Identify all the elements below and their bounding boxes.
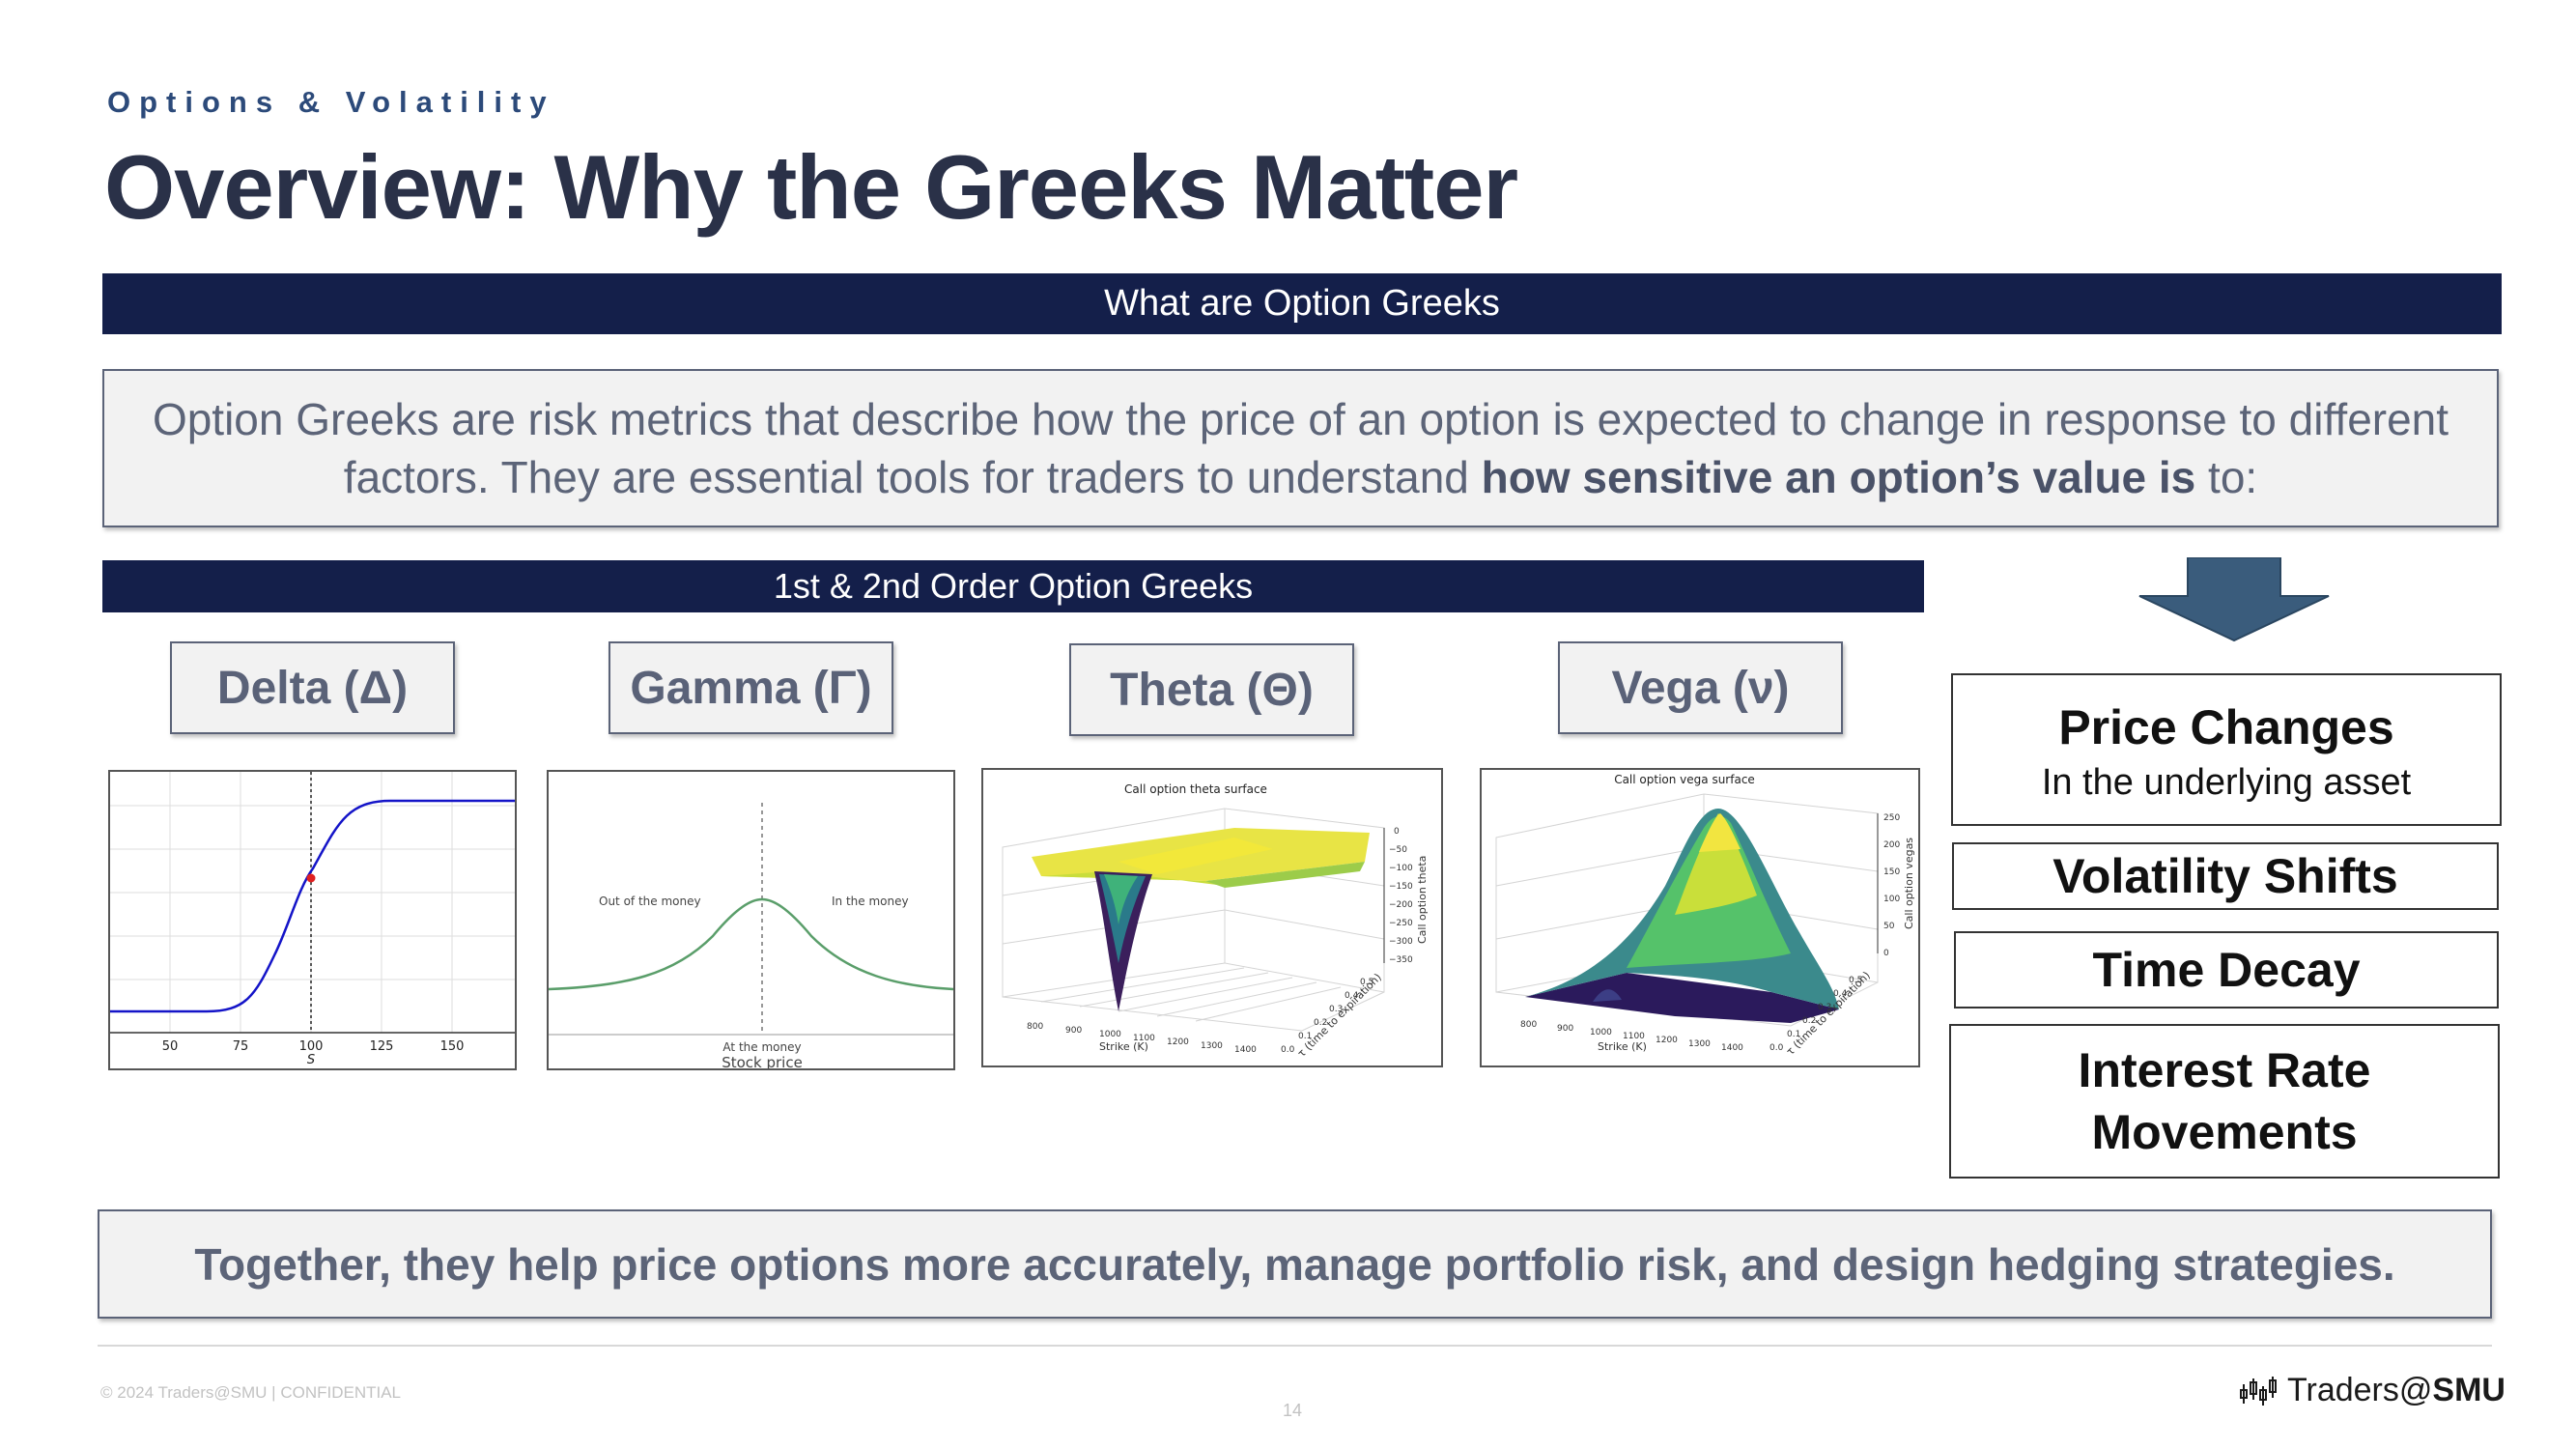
theta-z-tick: −250 xyxy=(1389,919,1413,928)
brand-logo: Traders@ SMU xyxy=(2239,1372,2505,1409)
greek-label-delta: Delta (Δ) xyxy=(170,641,455,734)
theta-z-tick: −50 xyxy=(1389,845,1407,855)
vega-x-tick: 1100 xyxy=(1623,1032,1645,1041)
vega-z-tick: 200 xyxy=(1883,840,1900,850)
theta-z-tick: −150 xyxy=(1389,882,1413,892)
vega-y-tick: 0.3 xyxy=(1818,1003,1831,1012)
vega-z-tick: 150 xyxy=(1883,867,1900,877)
theta-x-tick: 1100 xyxy=(1133,1034,1155,1043)
footer-divider xyxy=(98,1345,2492,1347)
theta-y-tick: 0.5 xyxy=(1360,978,1373,987)
intro-text: Option Greeks are risk metrics that desc… xyxy=(152,394,2449,502)
brand-bold: SMU xyxy=(2432,1372,2505,1408)
delta-curve xyxy=(110,799,515,1013)
vega-x-tick: 800 xyxy=(1520,1020,1537,1030)
delta-point xyxy=(306,873,316,883)
vega-x-tick: 1000 xyxy=(1590,1028,1612,1037)
theta-x-tick: 1000 xyxy=(1099,1030,1121,1039)
theta-y-tick: 0.0 xyxy=(1281,1045,1295,1055)
vega-z-tick: 250 xyxy=(1883,813,1900,823)
vega-x-tick: 1400 xyxy=(1721,1043,1743,1053)
theta-y-tick: 0.2 xyxy=(1314,1018,1327,1028)
theta-y-tick: 0.4 xyxy=(1345,991,1359,1001)
impact-subtitle: In the underlying asset xyxy=(2041,761,2412,803)
theta-z-tick: 0 xyxy=(1394,827,1400,837)
gamma-itm-label: In the money xyxy=(832,895,909,908)
delta-chart: 50 75 100 125 150 S xyxy=(108,770,517,1070)
vega-x-tick: 1200 xyxy=(1656,1036,1678,1045)
vega-y-tick: 0.5 xyxy=(1849,976,1862,985)
theta-x-tick: 900 xyxy=(1065,1026,1082,1036)
page-title: Overview: Why the Greeks Matter xyxy=(104,136,1518,238)
theta-z-tick: −200 xyxy=(1389,900,1413,910)
page-number: 14 xyxy=(1283,1401,1303,1420)
vega-x-tick: 1300 xyxy=(1688,1039,1711,1049)
impact-title: Time Decay xyxy=(2092,943,2361,997)
vega-y-tick: 0.2 xyxy=(1802,1016,1816,1026)
impact-title: Price Changes xyxy=(2058,699,2394,754)
theta-z-tick: −350 xyxy=(1389,955,1413,965)
gamma-x-label: Stock price xyxy=(722,1054,803,1068)
gamma-otm-label: Out of the money xyxy=(599,895,701,908)
brand-prefix: Traders@ xyxy=(2287,1372,2433,1408)
vega-y-tick: 0.4 xyxy=(1833,989,1848,999)
theta-x-tick: 800 xyxy=(1027,1022,1043,1032)
impact-price-changes: Price Changes In the underlying asset xyxy=(1951,673,2502,826)
theta-z-label: Call option theta xyxy=(1416,856,1429,944)
theta-x-tick: 1200 xyxy=(1167,1037,1189,1047)
theta-chart: Call option theta surface 0 xyxy=(981,768,1443,1067)
greek-label-theta: Theta (Θ) xyxy=(1069,643,1354,736)
down-arrow-icon xyxy=(2137,556,2331,642)
gamma-atm-label: At the money xyxy=(722,1040,801,1054)
theta-y-tick: 0.1 xyxy=(1298,1032,1312,1041)
delta-x-tick: 125 xyxy=(370,1039,394,1054)
vega-z-label: Call option vegas xyxy=(1903,838,1915,929)
theta-z-tick: −100 xyxy=(1389,864,1413,873)
vega-z-tick: 50 xyxy=(1883,922,1895,931)
impact-volatility-shifts: Volatility Shifts xyxy=(1952,842,2499,910)
vega-chart-title: Call option vega surface xyxy=(1614,773,1755,786)
greek-label-vega: Vega (ν) xyxy=(1558,641,1843,734)
greeks-bar: 1st & 2nd Order Option Greeks xyxy=(102,560,1924,612)
candlestick-icon xyxy=(2240,1376,2277,1406)
summary-box: Together, they help price options more a… xyxy=(98,1209,2492,1319)
section-bar: What are Option Greeks xyxy=(102,273,2502,334)
greek-label-gamma: Gamma (Γ) xyxy=(609,641,893,734)
gamma-curve xyxy=(549,897,953,991)
theta-x-label: Strike (K) xyxy=(1099,1040,1148,1053)
theta-chart-title: Call option theta surface xyxy=(1124,782,1267,796)
gamma-chart: Out of the money In the money At the mon… xyxy=(547,770,955,1070)
theta-x-tick: 1400 xyxy=(1234,1045,1257,1055)
vega-y-tick: 0.1 xyxy=(1787,1030,1800,1039)
impact-title: Volatility Shifts xyxy=(2052,849,2398,903)
vega-z-tick: 100 xyxy=(1883,895,1900,904)
intro-emphasis: how sensitive an option’s value is xyxy=(1481,452,2196,502)
theta-x-tick: 1300 xyxy=(1201,1041,1223,1051)
impact-title: Interest Rate Movements xyxy=(2078,1043,2371,1159)
delta-x-label: S xyxy=(307,1053,315,1067)
intro-box: Option Greeks are risk metrics that desc… xyxy=(102,369,2499,527)
footer-copyright: © 2024 Traders@SMU | CONFIDENTIAL xyxy=(100,1383,401,1402)
vega-x-tick: 900 xyxy=(1557,1024,1573,1034)
delta-x-tick: 75 xyxy=(233,1039,249,1054)
impact-time-decay: Time Decay xyxy=(1954,931,2499,1009)
vega-chart: Call option vega surface 250 200 150 100… xyxy=(1480,768,1920,1067)
theta-y-tick: 0.3 xyxy=(1329,1005,1343,1014)
delta-x-tick: 50 xyxy=(162,1039,179,1054)
section-eyebrow: Options & Volatility xyxy=(107,85,555,119)
vega-surface-base xyxy=(1525,973,1839,1023)
vega-y-tick: 0.0 xyxy=(1769,1043,1784,1053)
vega-x-label: Strike (K) xyxy=(1598,1040,1647,1053)
vega-z-tick: 0 xyxy=(1883,949,1889,958)
impact-interest-rate: Interest Rate Movements xyxy=(1949,1024,2500,1179)
theta-z-tick: −300 xyxy=(1389,937,1413,947)
delta-x-tick: 100 xyxy=(299,1039,324,1054)
delta-x-tick: 150 xyxy=(440,1039,465,1054)
